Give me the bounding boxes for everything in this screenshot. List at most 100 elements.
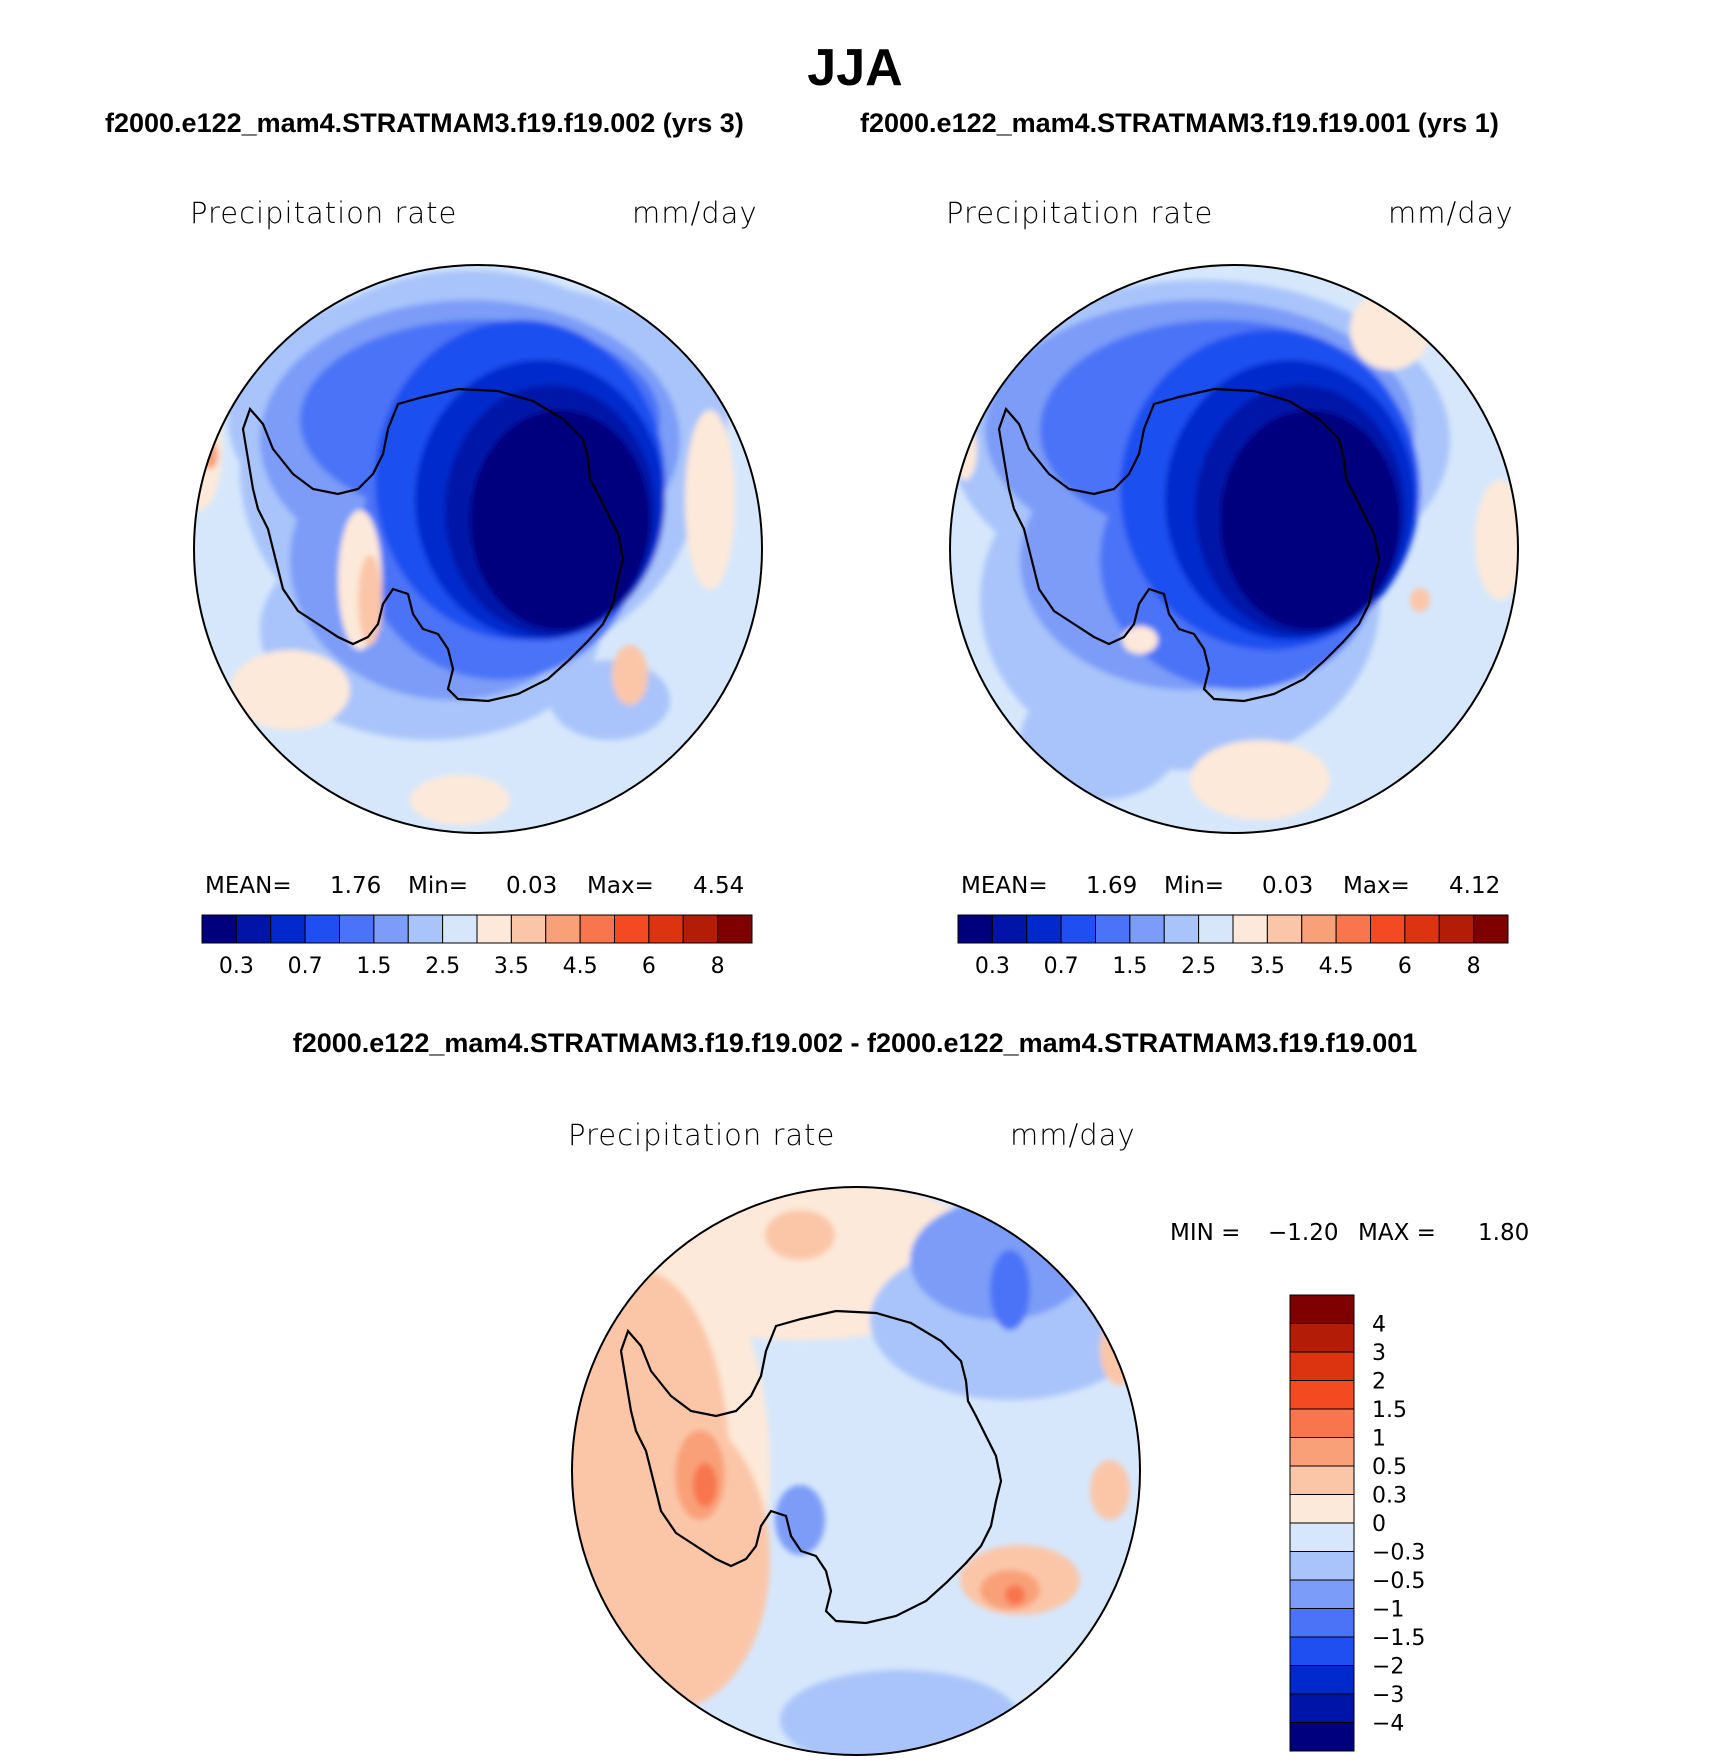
panel3-max: 1.80 bbox=[1478, 1220, 1530, 1246]
colorbar-diff-tick-label: 2 bbox=[1372, 1370, 1386, 1395]
colorbar-case1-tick-label: 3.5 bbox=[494, 954, 529, 979]
colorbar-case1-swatch bbox=[235, 914, 272, 944]
map-case1-border bbox=[193, 264, 763, 834]
colorbar-diff-swatch bbox=[1289, 1665, 1355, 1695]
panel3-min: −1.20 bbox=[1268, 1220, 1339, 1246]
panel1-min-label: Min= bbox=[408, 873, 469, 899]
colorbar-case1-tick-label: 1.5 bbox=[356, 954, 391, 979]
colorbar-case2-tick-label: 1.5 bbox=[1112, 954, 1147, 979]
panel1-max: 4.54 bbox=[693, 873, 745, 899]
colorbar-case2-swatch bbox=[1370, 914, 1406, 944]
colorbar-case2-swatch bbox=[1301, 914, 1337, 944]
colorbar-case2-tick-label: 0.3 bbox=[975, 954, 1010, 979]
colorbar-diff-swatch bbox=[1289, 1437, 1355, 1467]
panel2-mean-label: MEAN= bbox=[961, 873, 1048, 899]
map-case1 bbox=[194, 265, 762, 833]
colorbar-case1-swatch bbox=[201, 914, 237, 944]
panel3-max-label: MAX = bbox=[1358, 1220, 1436, 1246]
colorbar-diff-tick-label: −1 bbox=[1372, 1598, 1404, 1623]
colorbar-diff-swatch bbox=[1289, 1722, 1355, 1752]
colorbar-case1-tick-label: 8 bbox=[711, 954, 725, 979]
colorbar-case1: 0.3 0.7 1.5 2.5 3.5 4.5 6 8 bbox=[201, 914, 753, 979]
colorbar-case2-swatch bbox=[1266, 914, 1303, 944]
colorbar-diff-swatch bbox=[1289, 1494, 1355, 1524]
panel2-variable: Precipitation rate bbox=[946, 196, 1214, 230]
diff-title: f2000.e122_mam4.STRATMAM3.f19.f19.002 - … bbox=[292, 1028, 1418, 1058]
colorbar-case2-tick-label: 6 bbox=[1398, 954, 1412, 979]
colorbar-case2-swatch bbox=[1438, 914, 1475, 944]
colorbar-diff-swatch bbox=[1289, 1693, 1355, 1723]
colorbar-case1-swatch bbox=[304, 914, 340, 944]
figure-title: JJA bbox=[807, 39, 903, 97]
colorbar-diff-tick-label: 4 bbox=[1372, 1313, 1386, 1338]
panel1-mean-label: MEAN= bbox=[205, 873, 292, 899]
colorbar-diff-tick-label: −4 bbox=[1372, 1712, 1404, 1737]
colorbar-case1-swatch bbox=[442, 914, 478, 944]
colorbar-diff-swatch bbox=[1289, 1465, 1355, 1495]
panel2-min-label: Min= bbox=[1164, 873, 1225, 899]
panel1-mean: 1.76 bbox=[330, 873, 382, 899]
colorbar-diff-tick-label: 1 bbox=[1372, 1427, 1386, 1452]
panel3-min-label: MIN = bbox=[1170, 1220, 1241, 1246]
colorbar-case1-swatch bbox=[717, 914, 753, 944]
colorbar-case2-swatch bbox=[991, 914, 1028, 944]
panel1-units: mm/day bbox=[632, 196, 758, 230]
colorbar-diff-tick-label: −1.5 bbox=[1372, 1626, 1425, 1651]
colorbar-case2-swatch bbox=[1404, 914, 1440, 944]
colorbar-case2-swatch bbox=[1129, 914, 1165, 944]
colorbar-case1-swatch bbox=[614, 914, 650, 944]
colorbar-case2-tick-label: 8 bbox=[1467, 954, 1481, 979]
colorbar-case2-swatch bbox=[1198, 914, 1234, 944]
map-diff bbox=[572, 1187, 1140, 1755]
colorbar-diff-tick-label: 0 bbox=[1372, 1512, 1386, 1537]
colorbar-diff-tick-label: −3 bbox=[1372, 1683, 1404, 1708]
colorbar-case2-swatch bbox=[1060, 914, 1096, 944]
colorbar-case1-tick-label: 0.7 bbox=[288, 954, 323, 979]
colorbar-case1-tick-label: 0.3 bbox=[219, 954, 254, 979]
colorbar-diff-swatch bbox=[1289, 1351, 1355, 1381]
colorbar-diff-swatch bbox=[1289, 1380, 1355, 1410]
colorbar-case2-swatch bbox=[1335, 914, 1371, 944]
colorbar-case1-tick-label: 2.5 bbox=[425, 954, 460, 979]
colorbar-diff-swatch bbox=[1289, 1294, 1355, 1324]
colorbar-case2-swatch bbox=[1473, 914, 1509, 944]
case-label-right: f2000.e122_mam4.STRATMAM3.f19.f19.001 (y… bbox=[860, 108, 1499, 138]
colorbar-diff-swatch bbox=[1289, 1579, 1355, 1609]
map-case1-contours bbox=[194, 270, 735, 825]
colorbar-diff-swatch bbox=[1289, 1551, 1355, 1581]
map-case2 bbox=[950, 265, 1518, 833]
map-case2-contours bbox=[950, 280, 1518, 820]
colorbar-case2-swatch bbox=[1026, 914, 1062, 944]
panel1-variable: Precipitation rate bbox=[190, 196, 458, 230]
panel2-min: 0.03 bbox=[1262, 873, 1314, 899]
panel2-units: mm/day bbox=[1388, 196, 1514, 230]
colorbar-case2-swatch bbox=[957, 914, 993, 944]
panel3-variable: Precipitation rate bbox=[568, 1118, 836, 1152]
panel2-max: 4.12 bbox=[1449, 873, 1501, 899]
colorbar-diff: 4 3 2 1.5 1 0.5 0.3 0 −0.3 −0.5 −1 −1.5 −2 −3 −4 bbox=[1289, 1294, 1425, 1752]
colorbar-case2: 0.3 0.7 1.5 2.5 3.5 4.5 6 8 bbox=[957, 914, 1509, 979]
colorbar-diff-tick-label: 0.5 bbox=[1372, 1455, 1407, 1480]
colorbar-case1-swatch bbox=[476, 914, 512, 944]
panel1-max-label: Max= bbox=[587, 873, 654, 899]
colorbar-case1-swatch bbox=[270, 914, 306, 944]
case-label-left: f2000.e122_mam4.STRATMAM3.f19.f19.002 (y… bbox=[105, 108, 744, 138]
panel2-max-label: Max= bbox=[1343, 873, 1410, 899]
colorbar-case2-swatch bbox=[1163, 914, 1200, 944]
colorbar-case1-swatch bbox=[579, 914, 615, 944]
map-case2-border bbox=[949, 264, 1519, 834]
colorbar-case1-swatch bbox=[407, 914, 444, 944]
colorbar-diff-tick-label: 3 bbox=[1372, 1341, 1386, 1366]
colorbar-diff-tick-label: −2 bbox=[1372, 1655, 1404, 1680]
colorbar-diff-tick-label: −0.5 bbox=[1372, 1569, 1425, 1594]
colorbar-case1-tick-label: 4.5 bbox=[563, 954, 598, 979]
colorbar-diff-tick-label: 0.3 bbox=[1372, 1484, 1407, 1509]
colorbar-case1-swatch bbox=[510, 914, 547, 944]
colorbar-case1-swatch bbox=[648, 914, 684, 944]
colorbar-case2-swatch bbox=[1232, 914, 1268, 944]
map-diff-border bbox=[571, 1186, 1141, 1756]
colorbar-diff-swatch bbox=[1289, 1408, 1355, 1438]
colorbar-case2-tick-label: 4.5 bbox=[1319, 954, 1354, 979]
colorbar-case2-tick-label: 0.7 bbox=[1044, 954, 1079, 979]
colorbar-case1-tick-label: 6 bbox=[642, 954, 656, 979]
